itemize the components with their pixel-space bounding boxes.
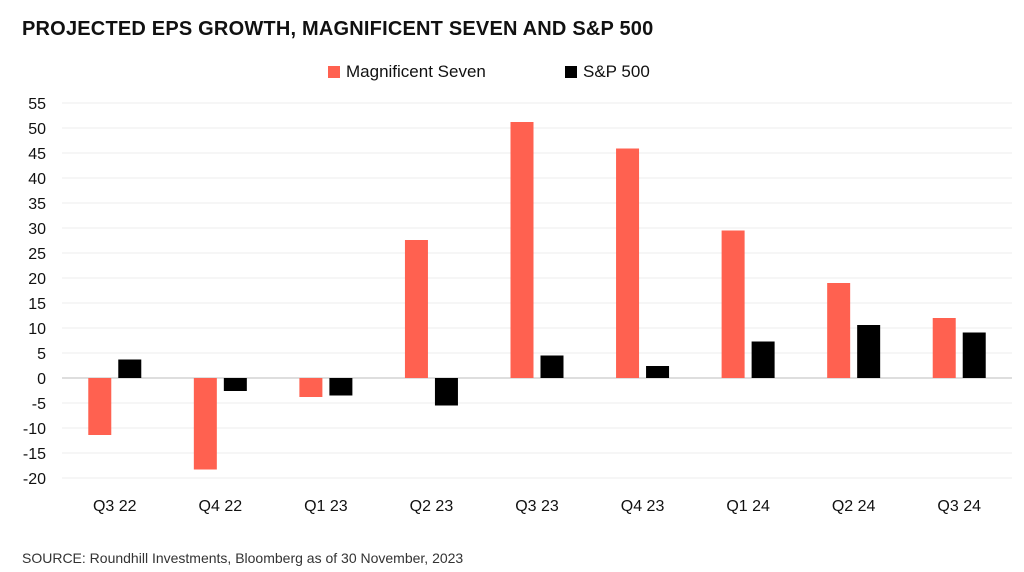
y-tick-label: -10 — [23, 421, 46, 438]
bar-magnificent-seven — [404, 240, 428, 378]
x-tick-label: Q4 23 — [621, 498, 665, 515]
y-tick-label: 15 — [28, 296, 46, 313]
legend-item-magnificent-seven: Magnificent Seven — [328, 62, 486, 82]
chart-title: PROJECTED EPS GROWTH, MAGNIFICENT SEVEN … — [22, 18, 654, 40]
x-axis: Q3 22 Q4 22 Q1 23 Q2 23 Q3 23 Q4 23 Q1 24 Q2 24… — [93, 498, 981, 515]
legend-swatch-magnificent-seven — [328, 66, 340, 78]
y-tick-label: -20 — [23, 471, 46, 488]
bar-sp500 — [434, 378, 458, 406]
legend: Magnificent Seven S&P 500 — [0, 62, 1024, 86]
y-tick-label: 45 — [28, 146, 46, 163]
bar-magnificent-seven — [88, 378, 112, 435]
legend-label-magnificent-seven: Magnificent Seven — [346, 62, 486, 81]
y-tick-label: 0 — [37, 371, 46, 388]
bar-magnificent-seven — [299, 378, 323, 397]
bar-sp500 — [540, 355, 564, 378]
bar-sp500 — [118, 359, 142, 378]
y-tick-label: 30 — [28, 221, 46, 238]
x-tick-label: Q2 23 — [410, 498, 454, 515]
y-tick-label: 40 — [28, 171, 46, 188]
legend-swatch-sp500 — [565, 66, 577, 78]
y-tick-label: 50 — [28, 121, 46, 138]
bar-sp500 — [857, 325, 881, 378]
x-tick-label: Q1 23 — [304, 498, 348, 515]
bar-magnificent-seven — [721, 230, 745, 378]
bar-sp500 — [646, 366, 670, 378]
bar-sp500 — [962, 332, 986, 378]
bar-magnificent-seven — [827, 283, 851, 378]
x-tick-label: Q3 23 — [515, 498, 559, 515]
x-tick-label: Q4 22 — [199, 498, 243, 515]
legend-label-sp500: S&P 500 — [583, 62, 650, 81]
y-tick-label: 35 — [28, 196, 46, 213]
bar-sp500 — [751, 341, 775, 378]
bar-magnificent-seven — [616, 148, 640, 378]
x-tick-label: Q2 24 — [832, 498, 876, 515]
bar-magnificent-seven — [510, 122, 534, 378]
bar-sp500 — [329, 378, 353, 396]
bars — [88, 122, 986, 470]
bar-sp500 — [223, 378, 247, 391]
x-tick-label: Q1 24 — [726, 498, 770, 515]
y-tick-label: 55 — [28, 96, 46, 113]
legend-item-sp500: S&P 500 — [565, 62, 650, 82]
y-tick-label: -15 — [23, 446, 46, 463]
y-tick-label: -5 — [32, 396, 46, 413]
y-tick-label: 25 — [28, 246, 46, 263]
y-tick-label: 20 — [28, 271, 46, 288]
y-tick-label: 10 — [28, 321, 46, 338]
source-note: SOURCE: Roundhill Investments, Bloomberg… — [22, 550, 464, 566]
bar-magnificent-seven — [932, 318, 956, 378]
bar-magnificent-seven — [193, 378, 217, 470]
x-tick-label: Q3 24 — [937, 498, 981, 515]
y-tick-label: 5 — [37, 346, 46, 363]
gridlines — [62, 102, 1012, 479]
x-tick-label: Q3 22 — [93, 498, 137, 515]
